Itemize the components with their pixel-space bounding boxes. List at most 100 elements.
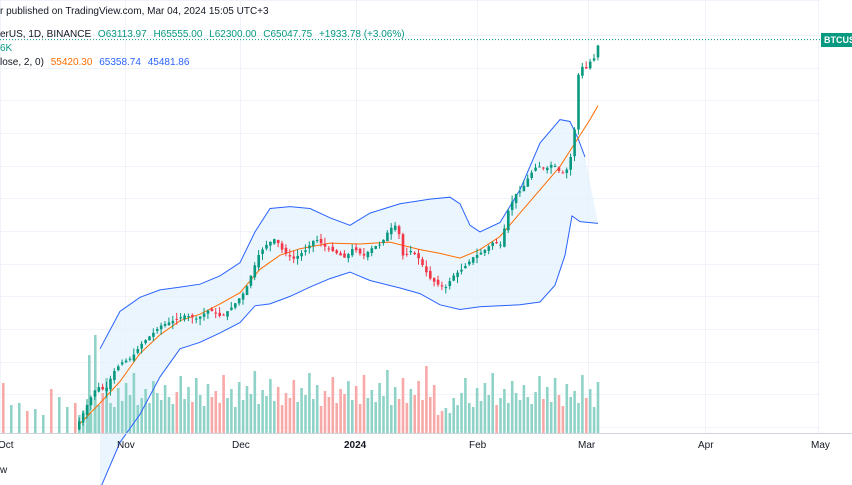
symbol-ohlc-legend[interactable]: erUS, 1D, BINANCE O63113.97 H65555.00 L6… (0, 29, 405, 40)
volume-bar (42, 415, 45, 433)
candle-body (237, 298, 241, 304)
volume-bar (507, 403, 510, 433)
bollinger-basis-value: 55420.30 (50, 57, 93, 68)
candle-body (475, 254, 479, 258)
candle-body (175, 318, 179, 320)
candle-body (245, 286, 249, 296)
candle-body (510, 201, 514, 211)
volume-bar (413, 395, 416, 433)
candle-body (577, 74, 580, 130)
volume-bar (358, 404, 362, 433)
candle-body (198, 316, 202, 319)
volume-bar (393, 387, 397, 433)
volume-bar (198, 395, 202, 433)
bollinger-lower-band (101, 215, 599, 485)
volume-bar (245, 386, 249, 433)
bollinger-params[interactable]: lose, 2, 0) (0, 57, 44, 68)
volume-bar (308, 373, 311, 433)
candle-body (113, 370, 116, 381)
volume-bar (101, 393, 104, 433)
volume-bar (18, 403, 21, 433)
volume-bar (88, 355, 91, 433)
candle-body (202, 313, 206, 317)
candle-body (429, 271, 432, 279)
volume-bar (296, 402, 299, 433)
volume-bar (425, 366, 428, 433)
candle-body (89, 397, 93, 406)
candle-body (413, 252, 416, 255)
volume-bar (565, 384, 569, 433)
volume-bar (557, 395, 561, 433)
candle-body (331, 246, 335, 252)
volume-bar (354, 386, 358, 433)
candle-body (588, 61, 592, 69)
volume-bar (105, 378, 108, 433)
volume-bar (592, 407, 596, 433)
candle-body (499, 244, 502, 246)
candle-body (503, 228, 506, 247)
candle-body (249, 275, 253, 286)
volume-bar (483, 383, 487, 433)
candle-body (526, 178, 530, 187)
volume-bar (171, 404, 175, 433)
candle-body (269, 241, 272, 246)
candle-body (460, 269, 463, 272)
bollinger-legend[interactable]: lose, 2, 0) 55420.30 65358.74 45481.86 (0, 57, 189, 68)
candle-body (549, 165, 553, 168)
candle-body (276, 239, 280, 244)
candle-body (327, 248, 331, 250)
candle-body (479, 252, 483, 255)
volume-bar (417, 381, 420, 433)
candle-body (156, 329, 159, 331)
volume-bar (386, 370, 389, 433)
candle-body (273, 239, 276, 244)
candle-body (370, 248, 374, 253)
volume-bar (249, 394, 253, 433)
candle-body (171, 320, 175, 324)
candle-body (81, 413, 85, 423)
volume-bar (152, 381, 155, 433)
candle-body (534, 167, 537, 171)
volume-bar (191, 402, 194, 433)
volume-bar (253, 371, 257, 433)
volume-bar (195, 378, 198, 433)
volume-bar (288, 398, 292, 433)
candlesticks (78, 44, 600, 431)
candle-body (409, 250, 413, 253)
candle-body (351, 249, 354, 256)
symbol-label[interactable]: erUS, 1D, BINANCE (0, 29, 92, 40)
open-value: O63113.97 (97, 29, 147, 40)
candle-body (206, 310, 210, 314)
volume-bar (510, 381, 514, 433)
volume-bar (530, 404, 533, 433)
volume-bar (573, 391, 576, 433)
volume-bar (514, 393, 518, 433)
candle-body (304, 250, 307, 252)
volume-bar (237, 382, 241, 433)
candle-body (257, 254, 260, 268)
candle-body (191, 315, 194, 318)
volume-bar (280, 405, 284, 433)
candle-body (195, 318, 198, 320)
candle-body (230, 307, 233, 310)
candle-body (136, 349, 140, 353)
volume-bar (561, 406, 565, 433)
volume-bar (218, 403, 221, 433)
candle-body (117, 366, 120, 371)
candle-body (128, 358, 132, 360)
candle-body (518, 191, 522, 193)
candle-body (538, 166, 541, 168)
candle-body (292, 256, 296, 259)
volume-bar (542, 399, 545, 433)
candle-body (280, 243, 284, 250)
volume-bar (66, 407, 69, 433)
volume-bar (179, 376, 182, 433)
volume-bar (464, 378, 467, 433)
candle-body (405, 253, 409, 255)
candle-body (187, 316, 190, 318)
volume-bar (94, 335, 97, 433)
volume-bar (581, 375, 584, 433)
volume-bar (187, 387, 190, 433)
volume-bars (2, 335, 600, 433)
